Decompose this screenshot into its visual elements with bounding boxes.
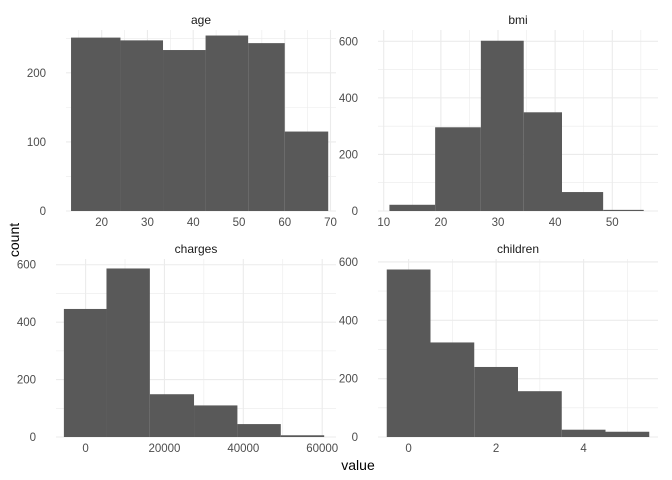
histogram-bar xyxy=(237,424,281,437)
facet-strip-label: charges xyxy=(175,242,218,256)
x-tick-label: 0 xyxy=(82,443,88,455)
x-tick-label: 30 xyxy=(492,217,505,229)
facet-strip-label: bmi xyxy=(508,13,527,27)
histogram-bar xyxy=(120,40,164,211)
y-tick-label: 400 xyxy=(339,93,358,105)
histogram-bar xyxy=(205,35,249,211)
histogram-bar xyxy=(284,131,329,211)
y-axis-title: count xyxy=(6,223,22,257)
y-tick-label: 200 xyxy=(17,375,36,387)
tick-labels: 10 20 30 40 50 0 200 400 600 xyxy=(339,36,619,229)
histogram-bar xyxy=(63,308,107,437)
histogram-bar xyxy=(605,431,650,437)
histogram-bar xyxy=(561,429,606,437)
histogram-bars xyxy=(71,35,329,212)
x-tick-label: 20 xyxy=(434,217,447,229)
tick-labels: 20 30 40 50 60 70 0 100 200 xyxy=(27,68,337,229)
histogram-bar xyxy=(149,394,195,437)
panel-children: children 0 2 4 0 200 400 600 xyxy=(339,242,658,455)
histogram-bar xyxy=(106,268,150,437)
x-tick-label: 40 xyxy=(549,217,562,229)
y-tick-label: 200 xyxy=(27,68,46,80)
y-tick-label: 400 xyxy=(339,315,358,327)
y-tick-label: 0 xyxy=(352,206,358,218)
x-tick-label: 70 xyxy=(324,217,337,229)
x-tick-label: 30 xyxy=(141,217,154,229)
histogram-bars xyxy=(386,269,650,437)
histogram-bar xyxy=(474,366,518,437)
histogram-bar xyxy=(280,435,325,437)
x-tick-label: 40000 xyxy=(227,443,259,455)
histogram-bar xyxy=(163,50,206,212)
histogram-bar xyxy=(435,127,481,211)
tick-labels: 0 2 4 0 200 400 600 xyxy=(339,257,588,455)
histogram-bar xyxy=(603,209,644,211)
y-tick-label: 200 xyxy=(339,374,358,386)
y-tick-label: 600 xyxy=(339,36,358,48)
x-tick-label: 0 xyxy=(405,443,411,455)
y-tick-label: 200 xyxy=(339,149,358,161)
histogram-bar xyxy=(389,204,436,211)
x-tick-label: 60000 xyxy=(306,443,338,455)
histogram-bar xyxy=(430,342,475,437)
panel-charges: charges 0 20000 40000 60000 0 200 400 600 xyxy=(17,242,338,455)
y-tick-label: 0 xyxy=(40,206,46,218)
x-tick-label: 20 xyxy=(95,217,108,229)
histogram-bar xyxy=(480,40,524,212)
histogram-bars xyxy=(389,40,644,212)
histogram-bar xyxy=(562,192,604,211)
histogram-bar xyxy=(194,405,238,437)
facet-strip-label: children xyxy=(497,242,539,256)
histogram-bar xyxy=(386,269,431,437)
x-tick-label: 50 xyxy=(233,217,246,229)
histogram-bar xyxy=(248,43,285,212)
facet-strip-label: age xyxy=(191,13,211,27)
y-tick-label: 600 xyxy=(339,257,358,269)
panel-bmi: bmi 10 20 30 40 50 0 200 400 600 xyxy=(339,13,658,229)
y-tick-label: 400 xyxy=(17,317,36,329)
x-tick-label: 50 xyxy=(606,217,619,229)
x-tick-label: 20000 xyxy=(148,443,180,455)
histogram-bar xyxy=(518,391,562,437)
histogram-bars xyxy=(63,268,325,437)
x-tick-label: 4 xyxy=(580,443,587,455)
tick-labels: 0 20000 40000 60000 0 200 400 600 xyxy=(17,260,338,455)
x-tick-label: 2 xyxy=(493,443,499,455)
x-axis-title: value xyxy=(341,457,375,473)
x-tick-label: 60 xyxy=(278,217,291,229)
y-tick-label: 0 xyxy=(30,432,36,444)
histogram-bar xyxy=(523,112,562,211)
histogram-bar xyxy=(71,37,121,211)
panel-age: age 20 30 40 50 60 70 0 100 200 xyxy=(27,13,337,229)
y-tick-label: 100 xyxy=(27,137,46,149)
y-tick-label: 0 xyxy=(352,432,358,444)
y-tick-label: 600 xyxy=(17,260,36,272)
x-tick-label: 10 xyxy=(377,217,390,229)
x-tick-label: 40 xyxy=(187,217,200,229)
